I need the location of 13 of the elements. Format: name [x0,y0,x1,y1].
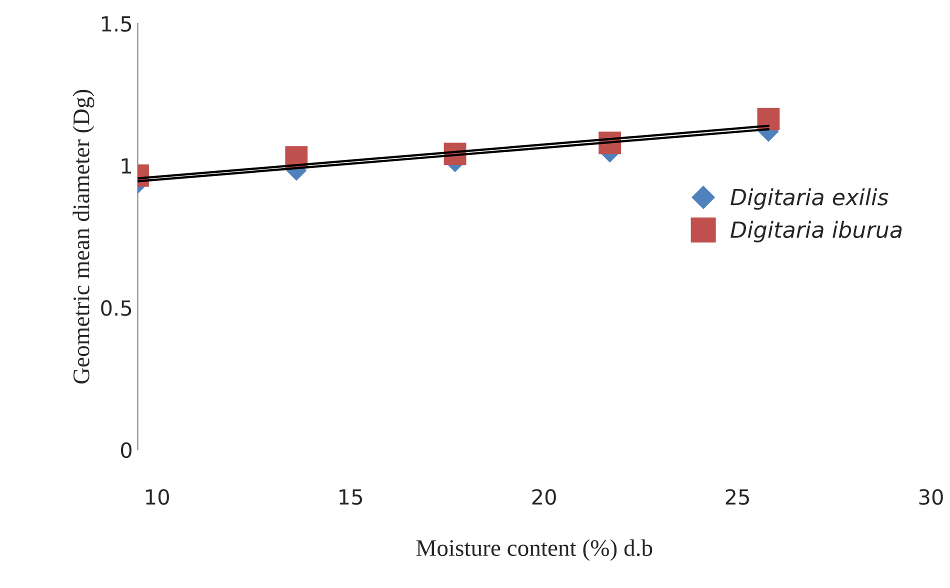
x-tick-label: 15 [340,489,362,505]
x-tick-label: 30 [919,489,943,505]
legend-label: Digitaria iburua [730,220,902,242]
x-tick-label: 25 [726,489,749,505]
legend-label: Digitaria exilis [730,188,888,210]
y-tick-label: 1 [122,158,131,174]
y-tick-label: 1.5 [102,16,132,32]
y-tick-label: 0.5 [101,300,132,316]
y-axis-title: Geometric mean diameter (Dg) [72,90,94,384]
x-tick-label: 10 [146,489,169,505]
x-axis-title: Moisture content (%) d.b [416,539,652,561]
x-tick-label: 20 [532,489,556,505]
y-tick-label: 0 [121,442,132,458]
